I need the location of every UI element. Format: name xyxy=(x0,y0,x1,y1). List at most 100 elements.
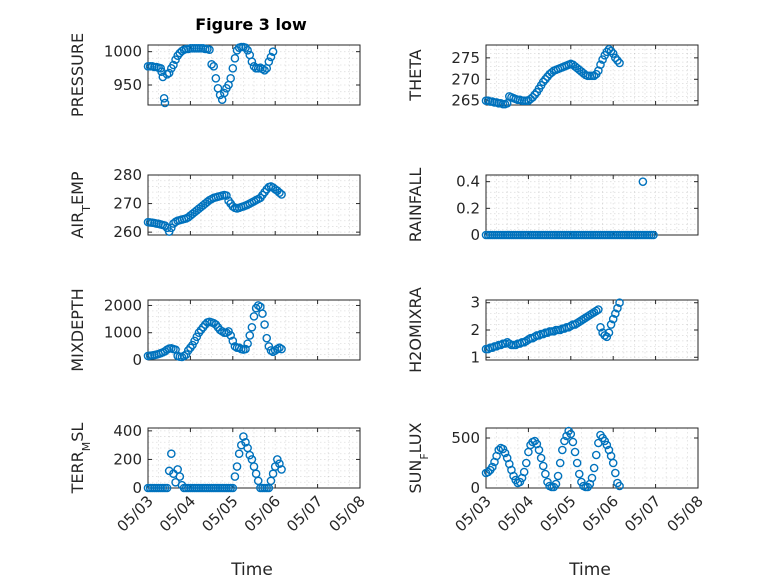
y-tick-label: 0 xyxy=(470,479,480,497)
data-point xyxy=(589,71,599,81)
data-point xyxy=(234,449,244,459)
data-point xyxy=(228,336,238,346)
data-point xyxy=(258,309,267,318)
figure-title: Figure 3 low xyxy=(195,15,307,34)
data-point xyxy=(228,483,238,493)
data-point xyxy=(203,197,212,207)
data-point xyxy=(604,328,614,338)
y-tick-label: 3 xyxy=(470,294,480,312)
data-point xyxy=(207,60,216,69)
data-point xyxy=(224,327,233,336)
data-point xyxy=(245,450,255,460)
data-point xyxy=(608,314,618,324)
data-point xyxy=(162,483,172,493)
data-point xyxy=(273,455,282,464)
data-point xyxy=(638,177,648,186)
data-point xyxy=(241,344,250,354)
data-point xyxy=(277,465,286,474)
x-tick-label: 05/04 xyxy=(494,492,537,535)
data-point xyxy=(181,350,191,359)
data-point xyxy=(268,47,278,56)
data-point xyxy=(190,336,199,346)
data-point xyxy=(215,90,225,100)
data-point xyxy=(553,471,563,481)
data-point xyxy=(230,472,240,481)
data-point xyxy=(591,450,601,460)
data-point xyxy=(266,52,276,62)
data-point xyxy=(611,468,620,478)
y-tick-label: 0 xyxy=(132,351,142,369)
data-point xyxy=(606,46,616,56)
chart-panel-5: 1 2 3 H2OMIXRA xyxy=(406,287,699,373)
data-point xyxy=(232,462,242,471)
data-point xyxy=(169,219,178,228)
data-point xyxy=(241,437,250,447)
data-point xyxy=(596,60,605,70)
y-tick-label: 270 xyxy=(451,70,480,88)
data-point xyxy=(589,463,599,473)
data-point xyxy=(594,305,603,314)
data-point xyxy=(220,88,229,98)
data-point xyxy=(275,188,284,198)
x-tick-label: 05/08 xyxy=(664,492,707,535)
x-tick-label: 05/03 xyxy=(452,492,495,535)
x-tick-label: 05/08 xyxy=(326,492,369,535)
y-tick-label: 0 xyxy=(470,226,480,244)
ylabel: MIXDEPTH xyxy=(68,288,87,371)
x-tick-label: 05/05 xyxy=(536,492,579,535)
data-point xyxy=(158,72,168,82)
data-point xyxy=(169,60,178,70)
x-tick-label: 05/04 xyxy=(156,492,199,535)
data-point xyxy=(483,467,493,477)
data-point xyxy=(247,322,257,332)
x-tick-label: 05/06 xyxy=(579,492,622,535)
data-point xyxy=(598,55,607,64)
data-point xyxy=(555,458,565,468)
data-point xyxy=(574,469,584,479)
data-point xyxy=(264,342,274,351)
data-point xyxy=(538,461,548,471)
data-point xyxy=(228,64,238,73)
data-point xyxy=(560,436,569,446)
data-point xyxy=(536,453,546,463)
axes-frame xyxy=(485,44,699,106)
data-point xyxy=(534,445,544,455)
data-point xyxy=(596,322,605,332)
y-tick-label: 2 xyxy=(470,321,480,339)
data-point xyxy=(547,68,557,77)
y-tick-label: 1000 xyxy=(104,324,142,342)
y-tick-label: 0 xyxy=(132,479,142,497)
data-point xyxy=(264,57,274,66)
data-point xyxy=(164,68,174,78)
data-point xyxy=(156,64,166,73)
data-point xyxy=(615,298,624,308)
data-point xyxy=(521,458,531,468)
data-point xyxy=(243,46,252,55)
y-tick-label: 200 xyxy=(113,450,142,468)
ylabel: RAINFALL xyxy=(406,168,425,243)
data-point xyxy=(211,74,221,83)
y-tick-label: 2000 xyxy=(104,296,142,314)
data-point xyxy=(230,54,240,63)
data-point xyxy=(602,332,612,342)
data-point xyxy=(239,432,248,441)
data-point xyxy=(606,320,616,329)
x-tick-label: 05/03 xyxy=(114,492,157,535)
data-point xyxy=(226,74,235,83)
data-point xyxy=(566,429,576,439)
x-tick-label: 05/07 xyxy=(621,492,664,535)
data-point xyxy=(488,462,497,472)
ylabel: H2OMIXRA xyxy=(406,287,425,373)
data-point xyxy=(558,445,567,455)
y-tick-label: 1 xyxy=(470,348,480,366)
chart-panel-6: 05/03 05/04 05/05 05/06 05/07 05/08 0 200 400 TER… xyxy=(68,422,369,580)
chart-panel-4: 0 1000 2000 MIXDEPTH xyxy=(68,288,361,372)
ylabel: SUNFLUX xyxy=(406,422,431,493)
ylabel: TERRMSL xyxy=(68,423,93,495)
data-point xyxy=(615,481,624,491)
data-point xyxy=(222,191,231,200)
data-point xyxy=(243,339,252,348)
data-point xyxy=(602,440,612,450)
y-tick-label: 265 xyxy=(451,92,480,110)
data-point xyxy=(209,62,219,71)
